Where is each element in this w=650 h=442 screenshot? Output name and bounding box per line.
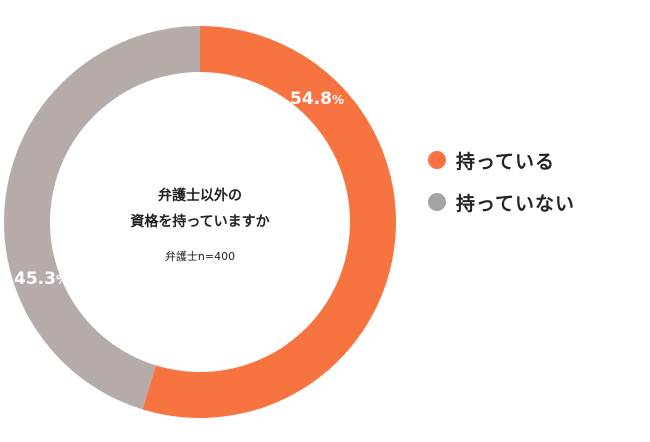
data-label-not-have: 45.3% [14, 269, 68, 289]
legend-swatch-not-have [428, 193, 446, 211]
donut-slice-have [142, 26, 397, 418]
legend-label-not-have: 持っていない [456, 192, 576, 215]
center-title-line-1: 弁護士以外の [158, 187, 242, 204]
legend-swatch-have [428, 151, 446, 169]
data-label-have: 54.8% [290, 89, 344, 109]
legend-item-not-have: 持っていない [428, 190, 576, 215]
center-note: 弁護士n=400 [165, 249, 235, 263]
legend-label-have: 持っている [456, 150, 556, 173]
donut-slice-not-have [3, 26, 201, 410]
center-title-line-2: 資格を持っていますか [130, 213, 269, 230]
legend: 持っている 持っていない [428, 148, 576, 215]
legend-item-have: 持っている [428, 148, 575, 173]
